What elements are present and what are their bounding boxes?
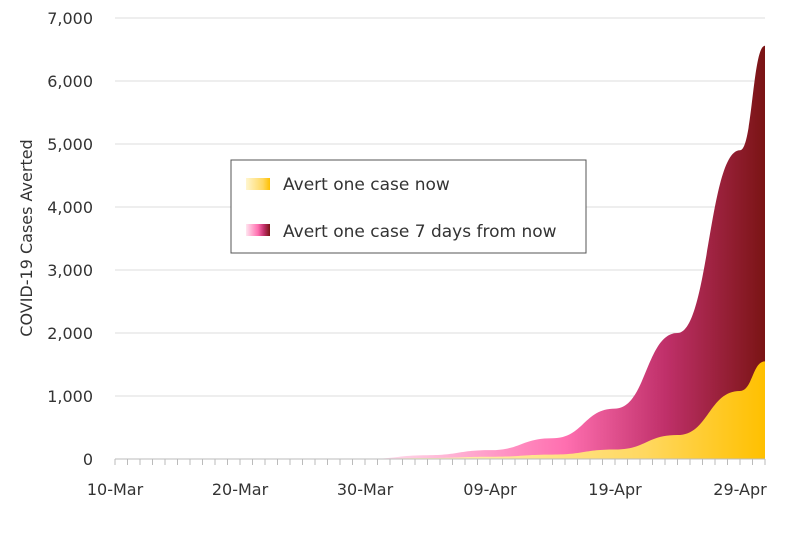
y-tick-label: 1,000 <box>47 387 93 406</box>
x-tick-label: 09-Apr <box>463 480 517 499</box>
legend-label-series-0: Avert one case now <box>283 175 450 195</box>
x-tick-label: 30-Mar <box>337 480 394 499</box>
legend-swatch-series-1 <box>246 224 270 236</box>
legend: Avert one case now Avert one case 7 days… <box>230 159 587 254</box>
gridlines <box>115 17 765 397</box>
series-area-1 <box>365 45 765 459</box>
y-tick-label: 5,000 <box>47 135 93 154</box>
y-tick-label: 3,000 <box>47 261 93 280</box>
legend-box <box>230 159 587 254</box>
x-tick-label: 19-Apr <box>588 480 642 499</box>
legend-label-series-1: Avert one case 7 days from now <box>283 222 557 242</box>
y-tick-label: 0 <box>83 450 93 469</box>
x-tick-label: 10-Mar <box>87 480 144 499</box>
x-axis: 10-Mar 20-Mar 30-Mar 09-Apr 19-Apr 29-Apr <box>87 458 767 499</box>
y-axis-title: COVID-19 Cases Averted <box>17 139 36 336</box>
x-tick-label: 29-Apr <box>713 480 767 499</box>
series-area-0 <box>365 361 765 459</box>
x-tick-label: 20-Mar <box>212 480 269 499</box>
series-areas <box>365 45 765 459</box>
y-tick-label: 6,000 <box>47 72 93 91</box>
y-tick-label: 4,000 <box>47 198 93 217</box>
y-tick-label: 2,000 <box>47 324 93 343</box>
y-tick-label: 7,000 <box>47 9 93 28</box>
legend-swatch-series-0 <box>246 178 270 190</box>
y-axis: 0 1,000 2,000 3,000 4,000 5,000 6,000 7,000 <box>47 9 93 469</box>
